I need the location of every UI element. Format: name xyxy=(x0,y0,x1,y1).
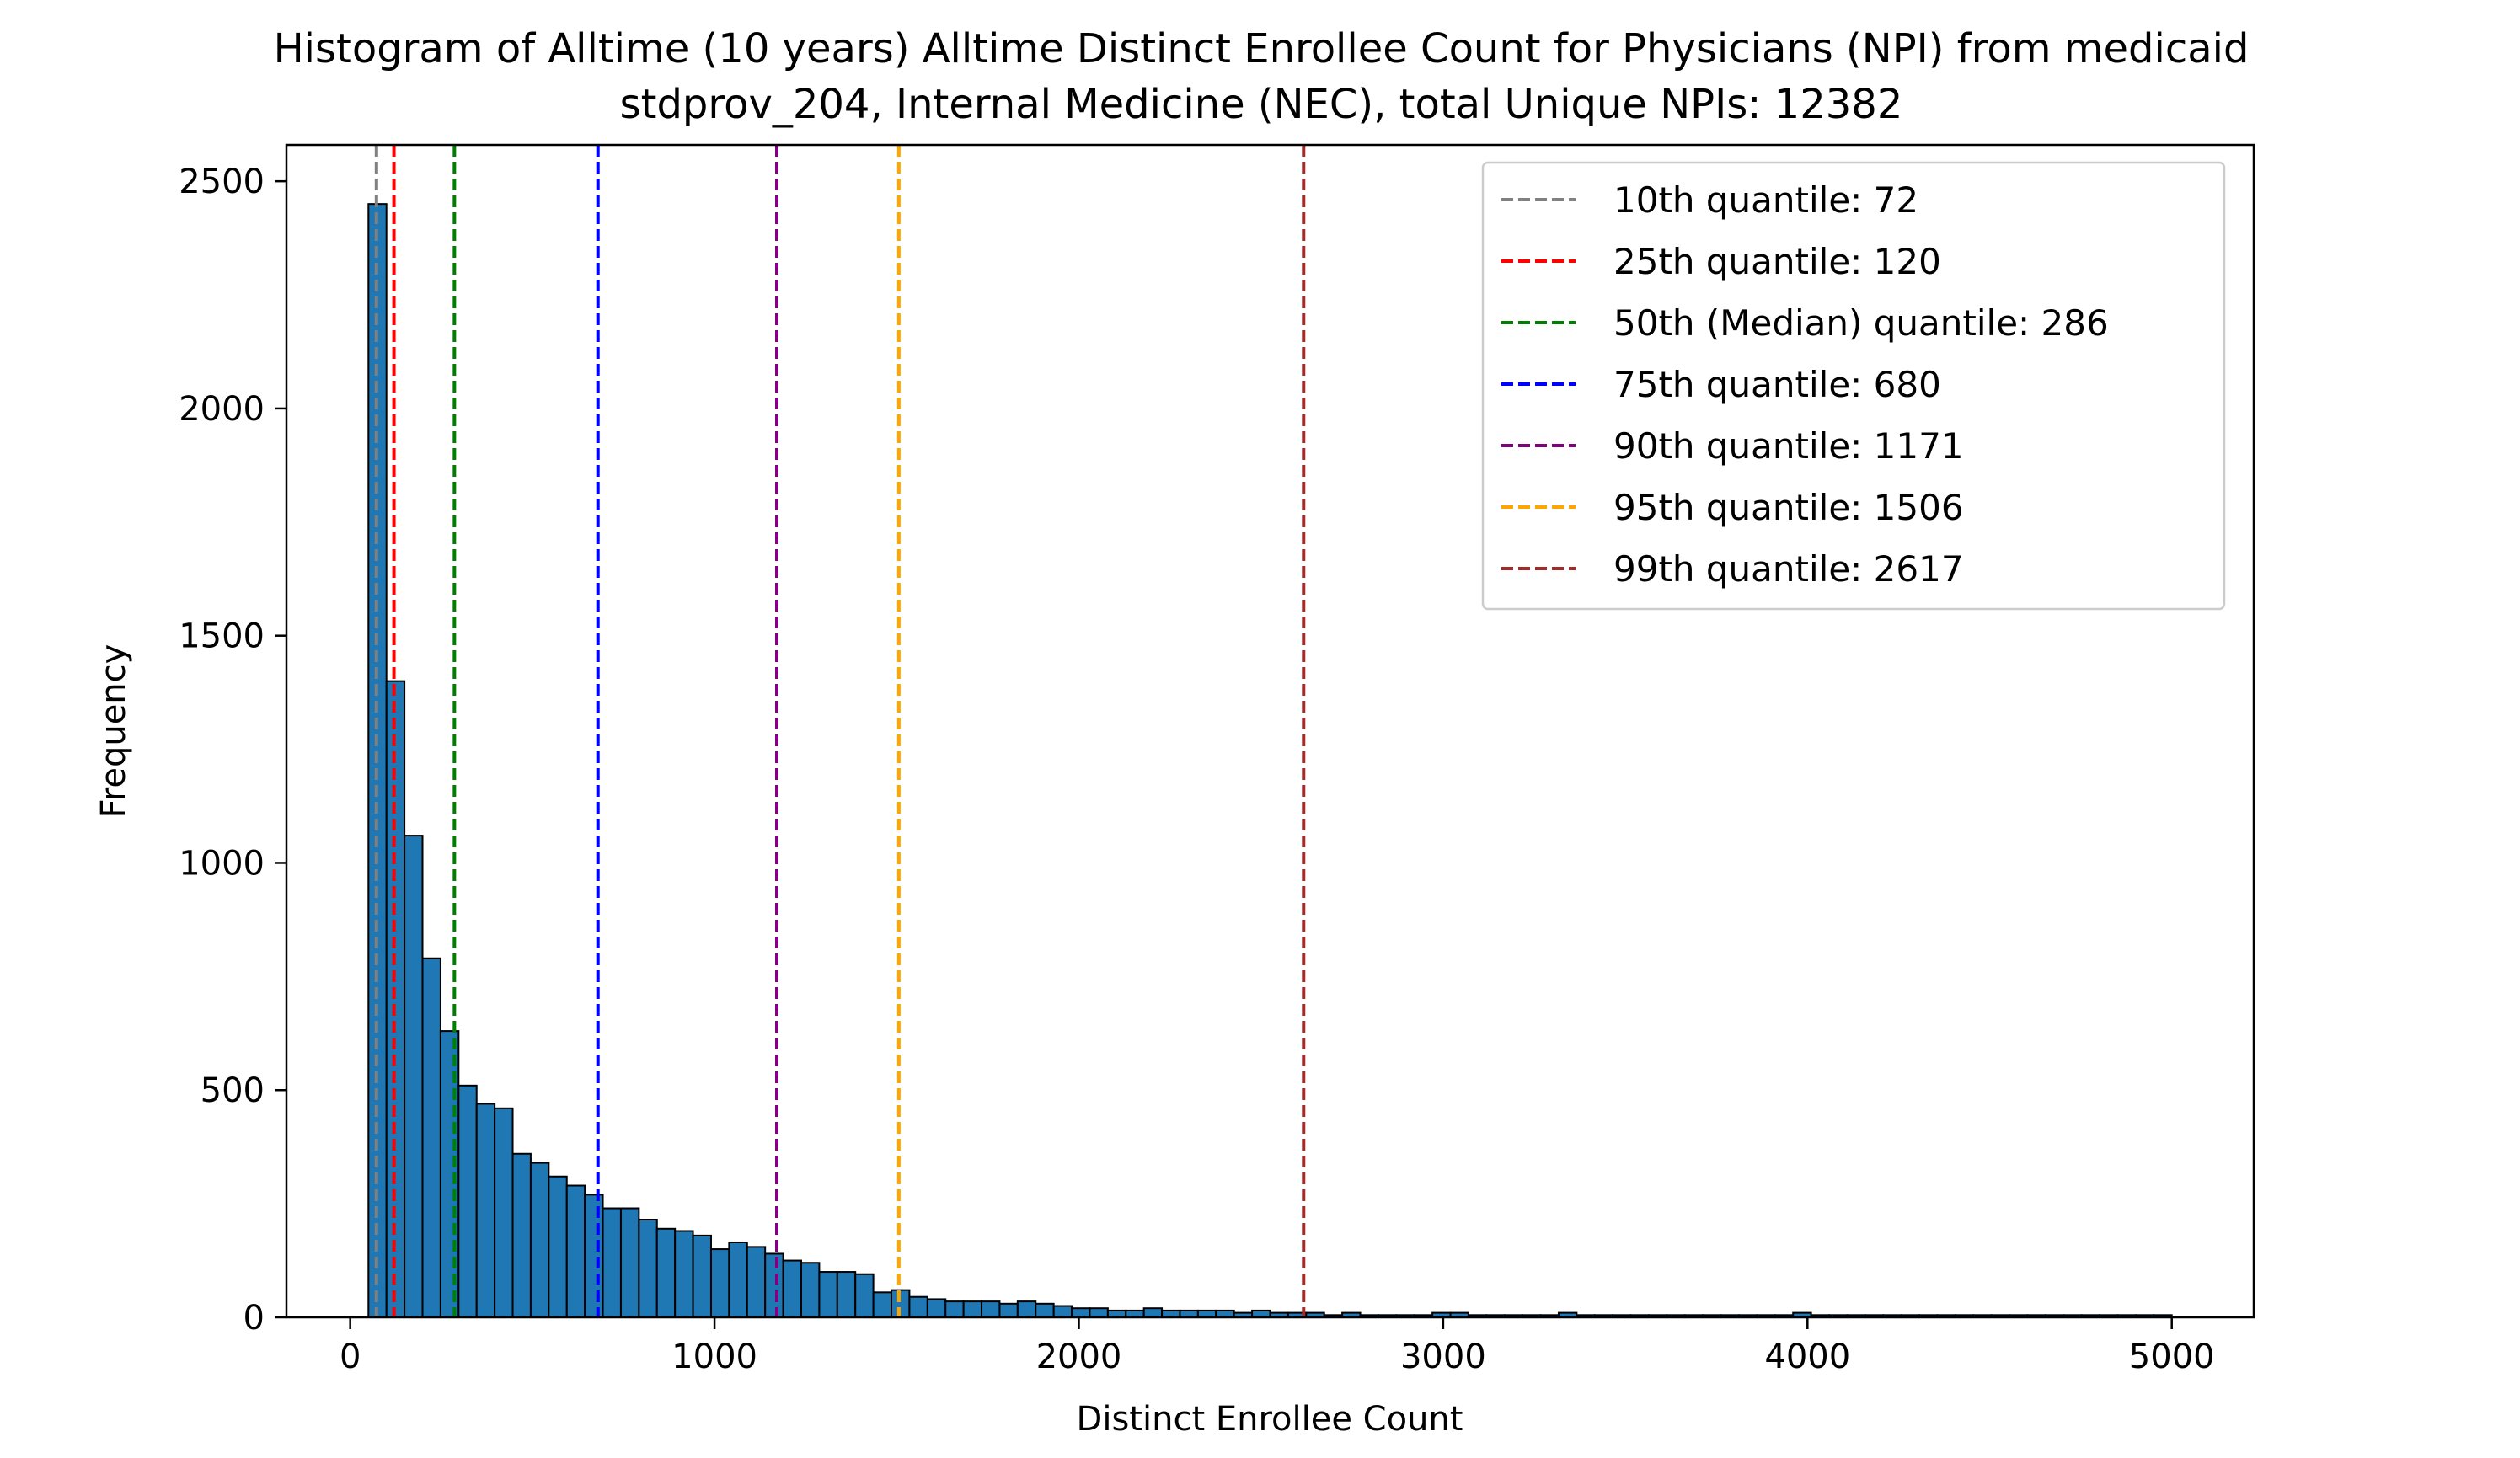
histogram-bar xyxy=(764,1252,784,1318)
x-axis-label: Distinct Enrollee Count xyxy=(1077,1400,1463,1439)
legend-box xyxy=(1481,161,2226,611)
histogram-bar xyxy=(1089,1307,1109,1319)
y-tick-label: 500 xyxy=(201,1071,265,1110)
y-tick-label: 2000 xyxy=(179,390,265,429)
legend-entry: 75th quantile: 680 xyxy=(1613,364,1941,405)
y-tick-label: 1000 xyxy=(179,844,265,883)
histogram-bar xyxy=(709,1248,730,1319)
histogram-bar xyxy=(674,1230,694,1319)
histogram-bar xyxy=(782,1259,802,1318)
histogram-bar xyxy=(548,1175,568,1318)
histogram-bar xyxy=(1035,1302,1055,1319)
legend-entry: 25th quantile: 120 xyxy=(1613,241,1941,282)
histogram-bar xyxy=(926,1298,947,1318)
histogram-bar xyxy=(818,1271,838,1318)
x-tick-label: 2000 xyxy=(1036,1338,1122,1376)
histogram-bar xyxy=(404,835,424,1318)
chart-title: Histogram of Alltime (10 years) Alltime … xyxy=(274,25,2250,72)
histogram-bar xyxy=(421,957,441,1318)
histogram-bar xyxy=(529,1162,550,1318)
histogram-bar xyxy=(981,1300,1001,1319)
histogram-bar xyxy=(1016,1300,1037,1319)
histogram-bar xyxy=(511,1152,532,1319)
legend-entry: 99th quantile: 2617 xyxy=(1613,548,1964,590)
x-axis-ticks: 0 1000 2000 3000 4000 5000 xyxy=(340,1317,2215,1376)
histogram-bar xyxy=(836,1271,857,1318)
x-tick-label: 5000 xyxy=(2129,1338,2215,1376)
plot-frame xyxy=(285,143,2255,1319)
histogram-bar xyxy=(602,1207,622,1318)
histogram-bar xyxy=(962,1300,983,1319)
x-tick-label: 4000 xyxy=(1764,1338,1850,1376)
histogram-bar xyxy=(728,1241,748,1318)
histogram-bar xyxy=(854,1273,875,1318)
histogram-bar xyxy=(457,1084,478,1318)
legend-entry: 10th quantile: 72 xyxy=(1613,179,1918,221)
x-tick-label: 1000 xyxy=(671,1338,757,1376)
histogram-bar xyxy=(692,1234,712,1318)
y-axis-ticks: 0 500 1000 1500 2000 2500 xyxy=(179,163,286,1338)
histogram-bar xyxy=(655,1227,677,1318)
histogram-bar xyxy=(746,1246,767,1318)
y-tick-label: 1500 xyxy=(179,617,265,656)
histogram-bar xyxy=(1052,1305,1073,1318)
histogram-bar xyxy=(872,1291,893,1318)
legend-entry: 95th quantile: 1506 xyxy=(1613,487,1964,528)
bars-layer xyxy=(367,203,2173,1319)
histogram-bar xyxy=(494,1107,514,1319)
x-tick-label: 0 xyxy=(340,1338,361,1376)
histogram-bar xyxy=(1071,1307,1091,1319)
histogram-bar xyxy=(619,1207,640,1318)
quantile-lines-layer xyxy=(374,145,1306,1317)
y-axis-label: Frequency xyxy=(94,644,133,819)
histogram-bar xyxy=(944,1300,965,1319)
legend-entry: 90th quantile: 1171 xyxy=(1613,425,1964,467)
histogram-bar xyxy=(998,1302,1019,1319)
histogram-bar xyxy=(565,1184,586,1319)
y-tick-label: 2500 xyxy=(179,163,265,201)
y-tick-label: 0 xyxy=(243,1299,265,1338)
histogram-bar xyxy=(1142,1307,1164,1319)
histogram-bar xyxy=(800,1262,821,1319)
histogram-bar xyxy=(638,1219,658,1318)
chart-subtitle: stdprov_204, Internal Medicine (NEC), to… xyxy=(620,81,1903,128)
histogram-bar xyxy=(908,1295,928,1319)
histogram-bar xyxy=(475,1103,496,1318)
x-tick-label: 3000 xyxy=(1400,1338,1486,1376)
legend-entry: 50th (Median) quantile: 286 xyxy=(1613,302,2109,344)
histogram-bar xyxy=(584,1194,604,1318)
legend: 10th quantile: 72 25th quantile: 120 50th … xyxy=(1481,161,2226,611)
